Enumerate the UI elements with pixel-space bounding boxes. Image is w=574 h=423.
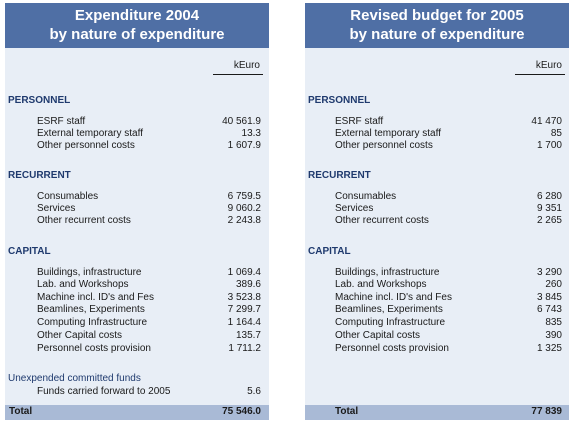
row-label: Other Capital costs <box>37 330 123 341</box>
row-value: 2 243.8 <box>227 215 261 226</box>
row-label: Lab. and Workshops <box>335 279 427 290</box>
row-value: 1 164.4 <box>227 317 261 328</box>
total-label: Total <box>335 406 359 417</box>
row-label: Personnel costs provision <box>335 343 449 354</box>
section-heading: CAPITAL <box>308 246 351 257</box>
row-label: Other personnel costs <box>37 140 135 151</box>
row-label: Other recurrent costs <box>37 215 131 226</box>
row-value: 1 607.9 <box>227 140 261 151</box>
row-label: Beamlines, Experiments <box>335 304 443 315</box>
total-label: Total <box>9 406 33 417</box>
row-value: 390 <box>545 330 562 341</box>
panel-title-line2: by nature of expenditure <box>349 26 525 43</box>
total-row: Total 77 839 <box>305 405 569 420</box>
row-value: 5.6 <box>247 386 261 397</box>
panel-header: Expenditure 2004 by nature of expenditur… <box>5 3 269 48</box>
row-label: ESRF staff <box>37 116 86 127</box>
row-label: Other recurrent costs <box>335 215 429 226</box>
row-label: Machine incl. ID's and Fes <box>335 292 452 303</box>
row-label: Beamlines, Experiments <box>37 304 145 315</box>
budget-2005-panel: Revised budget for 2005 by nature of exp… <box>305 3 569 420</box>
row-value: 9 060.2 <box>227 203 261 214</box>
section-heading: PERSONNEL <box>308 95 371 106</box>
row-label: Services <box>335 203 374 214</box>
row-value: 389.6 <box>235 279 261 290</box>
total-row: Total 75 546.0 <box>5 405 269 420</box>
row-value: 13.3 <box>241 128 261 139</box>
row-label: Consumables <box>37 191 99 202</box>
row-value: 85 <box>550 128 562 139</box>
unexpended-heading: Unexpended committed funds <box>8 373 141 384</box>
row-label: Services <box>37 203 76 214</box>
row-label: Lab. and Workshops <box>37 279 129 290</box>
row-label: Buildings, infrastructure <box>37 267 142 278</box>
panel-title-line1: Revised budget for 2005 <box>350 7 524 24</box>
row-value: 3 523.8 <box>227 292 261 303</box>
row-value: 3 845 <box>536 292 562 303</box>
row-value: 835 <box>545 317 562 328</box>
panel-title-line2: by nature of expenditure <box>49 26 225 43</box>
total-value: 77 839 <box>531 406 562 417</box>
row-value: 260 <box>545 279 562 290</box>
panel-title-line1: Expenditure 2004 <box>74 7 200 24</box>
row-value: 6 759.5 <box>227 191 261 202</box>
row-value: 9 351 <box>536 203 562 214</box>
row-value: 41 470 <box>531 116 562 127</box>
row-label: External temporary staff <box>37 128 143 139</box>
row-label: Other personnel costs <box>335 140 433 151</box>
row-label: Other Capital costs <box>335 330 421 341</box>
row-value: 1 700 <box>536 140 562 151</box>
row-label: Funds carried forward to 2005 <box>37 386 171 397</box>
row-label: Machine incl. ID's and Fes <box>37 292 154 303</box>
row-value: 7 299.7 <box>227 304 261 315</box>
unit-label: kEuro <box>233 60 260 71</box>
row-label: External temporary staff <box>335 128 441 139</box>
unit-rule <box>515 74 565 75</box>
row-value: 1 325 <box>536 343 562 354</box>
panel-header: Revised budget for 2005 by nature of exp… <box>305 3 569 48</box>
section-heading: RECURRENT <box>308 170 371 181</box>
row-value: 135.7 <box>235 330 261 341</box>
row-value: 3 290 <box>536 267 562 278</box>
section-heading: RECURRENT <box>8 170 71 181</box>
row-label: Computing Infrastructure <box>37 317 148 328</box>
row-value: 1 069.4 <box>227 267 261 278</box>
unit-label: kEuro <box>535 60 562 71</box>
row-value: 1 711.2 <box>228 343 261 354</box>
row-value: 40 561.9 <box>222 116 261 127</box>
row-value: 6 280 <box>536 191 562 202</box>
row-label: Buildings, infrastructure <box>335 267 440 278</box>
expenditure-2004-panel: Expenditure 2004 by nature of expenditur… <box>5 3 269 420</box>
row-label: Personnel costs provision <box>37 343 151 354</box>
row-value: 6 743 <box>536 304 562 315</box>
unit-rule <box>213 74 263 75</box>
row-value: 2 265 <box>536 215 562 226</box>
section-heading: PERSONNEL <box>8 95 71 106</box>
row-label: ESRF staff <box>335 116 384 127</box>
row-label: Computing Infrastructure <box>335 317 446 328</box>
section-heading: CAPITAL <box>8 246 51 257</box>
row-label: Consumables <box>335 191 397 202</box>
total-value: 75 546.0 <box>222 406 261 417</box>
